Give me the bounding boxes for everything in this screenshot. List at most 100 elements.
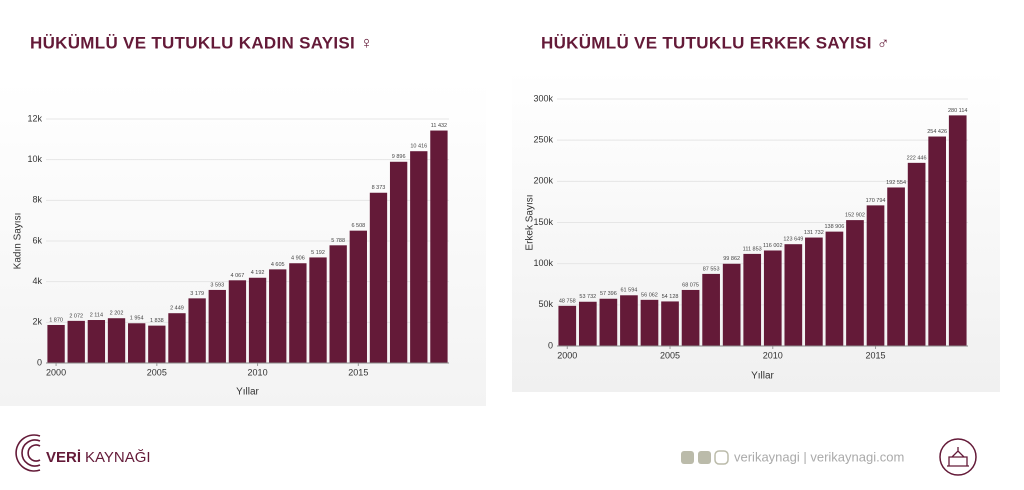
- value-label: 4 067: [231, 273, 245, 279]
- value-label: 2 449: [170, 306, 184, 312]
- y-tick-label: 0: [548, 340, 553, 350]
- bar: [228, 280, 247, 363]
- bar: [681, 289, 700, 346]
- bar: [784, 244, 803, 346]
- bar: [907, 162, 926, 346]
- bar: [805, 237, 823, 346]
- y-tick-label: 300k: [533, 93, 553, 103]
- bar: [866, 205, 885, 346]
- value-label: 10 416: [410, 144, 427, 150]
- bar: [148, 325, 166, 363]
- chart-title: HÜKÜMLÜ VE TUTUKLU ERKEK SAYISI ♂: [541, 33, 890, 52]
- bar: [743, 253, 762, 346]
- value-label: 123 649: [783, 237, 803, 243]
- charts: HÜKÜMLÜ VE TUTUKLU KADIN SAYISI ♀ 0 2k 4k 6k…: [13, 33, 968, 398]
- value-label: 152 902: [845, 213, 865, 219]
- value-label: 4 192: [251, 270, 265, 276]
- school-icon-shape: [947, 447, 969, 467]
- value-label: 4 605: [271, 262, 285, 268]
- value-label: 131 732: [804, 230, 824, 236]
- value-label: 111 853: [743, 246, 762, 252]
- chart-title: HÜKÜMLÜ VE TUTUKLU KADIN SAYISI ♀: [30, 33, 373, 52]
- value-label: 254 426: [927, 129, 947, 135]
- instagram-icon[interactable]: [714, 450, 729, 465]
- bar: [248, 277, 267, 363]
- value-label: 99 862: [723, 256, 740, 262]
- logo: [15, 434, 41, 472]
- y-tick-label: 0: [37, 357, 42, 367]
- value-label: 116 002: [763, 243, 782, 249]
- value-label: 5 192: [311, 250, 325, 256]
- value-label: 1 954: [130, 316, 144, 322]
- bar: [825, 231, 844, 346]
- x-tick-label: 2005: [147, 367, 167, 377]
- bar: [702, 273, 720, 346]
- bar: [620, 295, 638, 346]
- bar: [599, 298, 618, 346]
- x-axis-label: Yıllar: [236, 387, 259, 398]
- value-label: 87 553: [703, 266, 720, 272]
- y-tick-label: 200k: [533, 176, 553, 186]
- bar: [269, 269, 287, 363]
- value-label: 4 906: [291, 256, 305, 262]
- value-label: 48 758: [559, 298, 576, 304]
- value-label: 1 838: [150, 318, 164, 324]
- y-tick-label: 4k: [32, 276, 42, 286]
- bar: [128, 323, 146, 363]
- value-label: 68 075: [682, 282, 699, 288]
- value-label: 2 202: [110, 311, 124, 317]
- bar: [369, 192, 388, 363]
- footer: VERİ KAYNAĞI verikaynagi | verikaynagi.c…: [15, 434, 977, 476]
- x-tick-label: 2000: [46, 367, 66, 377]
- x-tick-label: 2010: [248, 367, 268, 377]
- value-label: 222 446: [907, 155, 927, 161]
- value-label: 170 794: [866, 198, 886, 204]
- value-label: 53 732: [579, 294, 596, 300]
- value-label: 6 508: [351, 223, 365, 229]
- value-label: 280 114: [948, 108, 967, 114]
- x-tick-label: 2015: [348, 367, 368, 377]
- value-label: 138 906: [824, 224, 844, 230]
- value-label: 5 788: [331, 238, 345, 244]
- school-icon: [939, 438, 977, 476]
- value-label: 61 594: [621, 288, 638, 294]
- social-text: verikaynagi | verikaynagi.com: [734, 449, 904, 464]
- value-label: 3 179: [190, 291, 204, 297]
- y-tick-label: 8k: [32, 195, 42, 205]
- value-label: 1 870: [49, 317, 63, 323]
- y-tick-label: 250k: [533, 135, 553, 145]
- bar: [309, 257, 327, 363]
- value-label: 56 062: [641, 292, 658, 298]
- x-tick-label: 2015: [866, 350, 886, 360]
- bar: [329, 245, 347, 363]
- value-label: 3 593: [210, 282, 224, 288]
- y-tick-label: 2k: [32, 317, 42, 327]
- x-axis-label: Yıllar: [751, 371, 774, 382]
- bar: [47, 324, 65, 363]
- y-tick-label: 10k: [27, 154, 42, 164]
- bar: [168, 313, 186, 363]
- bar: [107, 318, 126, 363]
- bar: [188, 298, 206, 363]
- brand-light: KAYNAĞI: [85, 449, 151, 466]
- bar: [928, 136, 947, 346]
- bar: [887, 187, 905, 346]
- bar: [763, 250, 782, 346]
- brand-bold: VERİ: [46, 449, 81, 466]
- bar: [661, 301, 679, 346]
- value-label: 8 373: [372, 185, 386, 191]
- twitter-icon[interactable]: [698, 451, 711, 464]
- bar: [289, 263, 307, 363]
- facebook-icon[interactable]: [681, 451, 694, 464]
- bar: [349, 230, 367, 363]
- bar: [722, 263, 741, 346]
- y-tick-label: 12k: [27, 113, 42, 123]
- bar: [578, 301, 597, 346]
- value-label: 2 072: [69, 313, 83, 319]
- bar: [389, 161, 408, 363]
- x-tick-label: 2000: [557, 350, 577, 360]
- bar: [430, 130, 448, 363]
- y-axis-label: Kadın Sayısı: [13, 213, 24, 270]
- x-tick-label: 2010: [763, 350, 783, 360]
